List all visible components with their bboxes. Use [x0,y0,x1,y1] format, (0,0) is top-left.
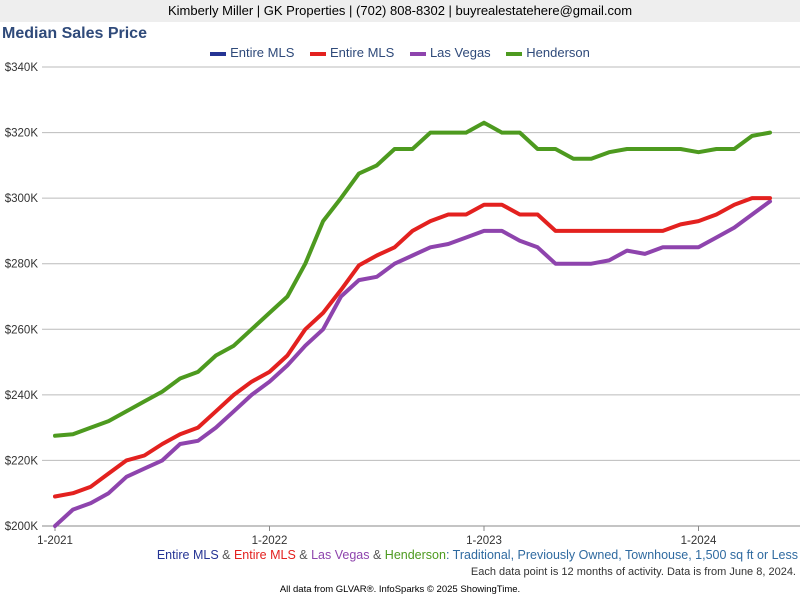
legend-label: Entire MLS [230,45,295,60]
legend-item-entire-mls-blue[interactable]: Entire MLS [210,45,294,60]
legend-item-henderson[interactable]: Henderson [506,45,590,60]
x-tick-label: 1-2022 [252,535,288,547]
y-tick-label: $280K [5,259,39,271]
data-note: Each data point is 12 months of activity… [470,566,796,578]
legend-item-entire-mls-red[interactable]: Entire MLS [310,45,394,60]
x-tick-label: 1-2024 [681,535,717,547]
y-tick-label: $240K [5,390,39,402]
subtitle-separator: & [369,548,385,562]
footer-credit: All data from GLVAR®. InfoSparks © 2025 … [279,584,521,595]
chart-subtitle: Entire MLS & Entire MLS & Las Vegas & He… [157,548,798,562]
series-line-entire-mls [53,196,772,499]
chart-title: Median Sales Price [2,25,147,42]
x-tick-label: 1-2023 [466,535,502,547]
subtitle-area: Las Vegas [311,548,370,562]
legend-label: Entire MLS [330,45,395,60]
y-tick-label: $340K [5,62,39,74]
legend-label: Las Vegas [429,45,491,60]
series-line-las-vegas [53,199,772,528]
y-tick-label: $220K [5,455,39,467]
y-tick-label: $320K [5,128,39,140]
subtitle-criteria: : Traditional, Previously Owned, Townhou… [445,548,798,562]
legend-label: Henderson [526,45,590,60]
legend-swatch [409,51,426,56]
chart-legend: Entire MLS Entire MLS Las Vegas Henderso… [0,45,800,60]
x-tick-label: 1-2021 [37,535,73,547]
y-tick-label: $260K [5,324,39,336]
y-tick-label: $200K [5,521,39,533]
subtitle-area: Entire MLS [156,548,219,562]
subtitle-separator: & [295,548,312,562]
legend-swatch [506,51,523,56]
subtitle-area: Henderson [384,548,446,562]
y-tick-label: $300K [5,193,39,205]
contact-banner: Kimberly Miller | GK Properties | (702) … [0,0,800,22]
subtitle-separator: & [218,548,234,562]
legend-swatch [210,51,227,56]
series-line-henderson [53,120,772,438]
subtitle-area: Entire MLS [233,548,296,562]
legend-item-las-vegas[interactable]: Las Vegas [409,45,491,60]
legend-swatch [310,51,327,56]
contact-text: Kimberly Miller | GK Properties | (702) … [167,3,633,18]
